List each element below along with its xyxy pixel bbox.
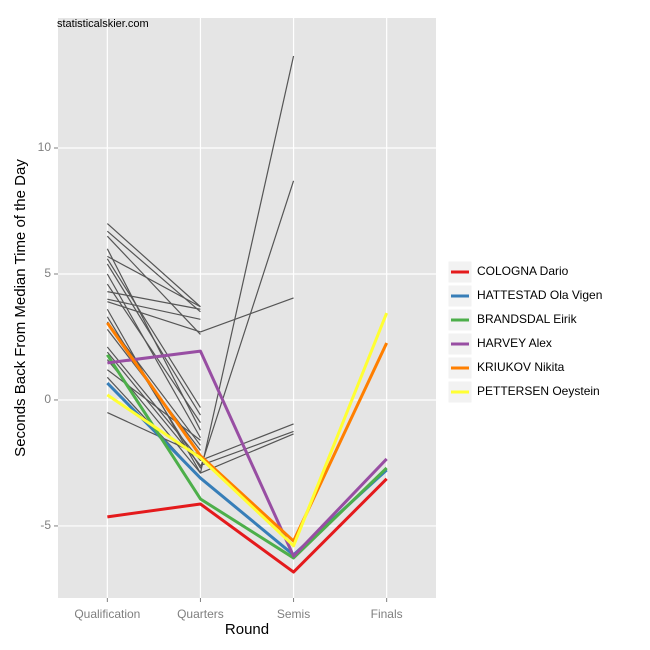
- y-tick-label: 10: [38, 140, 52, 154]
- series-line: [107, 477, 388, 574]
- legend-label: HARVEY Alex: [477, 336, 552, 350]
- background-line: [107, 291, 201, 310]
- background-line: [106, 258, 201, 408]
- chart-title: statisticalskier.com: [57, 18, 149, 30]
- background-line: [106, 263, 201, 416]
- x-tick-label: Finals: [371, 607, 403, 621]
- x-tick-label: Semis: [277, 607, 310, 621]
- series-line: [106, 312, 389, 548]
- x-tick-label: Quarters: [177, 607, 224, 621]
- legend-label: COLOGNA Dario: [477, 264, 569, 278]
- background-line: [107, 298, 201, 320]
- background-line: [106, 359, 294, 474]
- series-line: [107, 349, 388, 558]
- background-line: [107, 297, 294, 333]
- background-line: [106, 235, 201, 335]
- background-line: [106, 346, 294, 462]
- y-axis-label: Seconds Back From Median Time of the Day: [12, 159, 29, 457]
- panel: [58, 18, 436, 598]
- y-tick-label: -5: [40, 518, 51, 532]
- y-tick-label: 0: [44, 392, 51, 406]
- background-line: [106, 351, 294, 467]
- series-line: [106, 322, 389, 543]
- legend-label: PETTERSEN Oeystein: [477, 384, 600, 398]
- y-tick-label: 5: [44, 266, 51, 280]
- legend-label: BRANDSDAL Eirik: [477, 312, 578, 326]
- background-line: [106, 223, 201, 308]
- x-tick-label: Qualification: [74, 607, 140, 621]
- x-axis-label: Round: [225, 621, 269, 638]
- background-line: [107, 255, 201, 308]
- legend-label: HATTESTAD Ola Vigen: [477, 288, 602, 302]
- legend-label: KRIUKOV Nikita: [477, 360, 565, 374]
